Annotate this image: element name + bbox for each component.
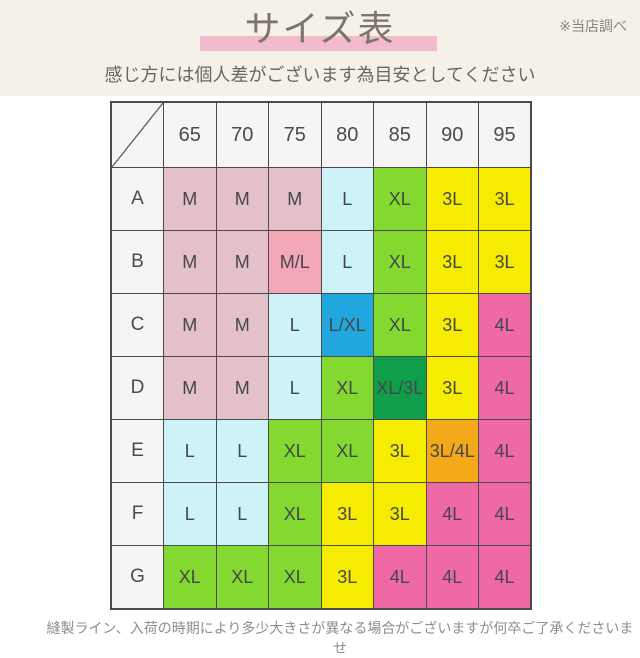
size-cell-F-85: 3L <box>373 482 427 546</box>
size-cell-G-70: XL <box>215 545 269 610</box>
size-cell-G-80: 3L <box>320 545 374 610</box>
footer-disclaimer: 縫製ライン、入荷の時期により多少大きさが異なる場合がございますが何卒ご了承くださ… <box>46 620 634 656</box>
table-row-F: F L L XL 3L 3L 4L 4L <box>110 482 532 546</box>
table-row-D: D M M L XL XL/3L 3L 4L <box>110 356 532 420</box>
table-row-C: C M M L L/XL XL 3L 4L <box>110 293 532 357</box>
size-cell-D-85: XL/3L <box>373 356 427 420</box>
size-cell-B-85: XL <box>373 230 427 294</box>
size-cell-E-85: 3L <box>373 419 427 483</box>
row-label-E: E <box>110 419 164 483</box>
size-cell-G-75: XL <box>268 545 322 610</box>
column-header-75: 75 <box>268 101 322 168</box>
size-cell-G-65: XL <box>163 545 217 610</box>
column-header-70: 70 <box>215 101 269 168</box>
size-cell-E-65: L <box>163 419 217 483</box>
size-cell-F-90: 4L <box>425 482 479 546</box>
size-cell-C-75: L <box>268 293 322 357</box>
size-cell-A-75: M <box>268 167 322 231</box>
size-cell-G-95: 4L <box>478 545 532 610</box>
table-row-A: A M M M L XL 3L 3L <box>110 167 532 231</box>
size-cell-G-90: 4L <box>425 545 479 610</box>
size-cell-D-90: 3L <box>425 356 479 420</box>
size-cell-A-85: XL <box>373 167 427 231</box>
column-header-65: 65 <box>163 101 217 168</box>
size-cell-B-95: 3L <box>478 230 532 294</box>
size-cell-C-85: XL <box>373 293 427 357</box>
size-cell-B-75: M/L <box>268 230 322 294</box>
page-title: サイズ表 <box>244 8 396 49</box>
size-cell-E-90: 3L/4L <box>425 419 479 483</box>
size-cell-A-70: M <box>215 167 269 231</box>
size-chart-head: 65 70 75 80 85 90 95 <box>110 101 532 168</box>
size-cell-G-85: 4L <box>373 545 427 610</box>
title-underline-bar <box>200 36 437 51</box>
disclaimer-subtitle: 感じ方には個人差がございます為目安としてください <box>104 65 536 85</box>
size-cell-E-75: XL <box>268 419 322 483</box>
survey-note: ※当店調べ <box>559 18 627 34</box>
row-label-B: B <box>110 230 164 294</box>
row-label-C: C <box>110 293 164 357</box>
size-cell-B-65: M <box>163 230 217 294</box>
size-cell-E-70: L <box>215 419 269 483</box>
row-label-A: A <box>110 167 164 231</box>
size-cell-F-95: 4L <box>478 482 532 546</box>
size-cell-E-95: 4L <box>478 419 532 483</box>
size-cell-D-65: M <box>163 356 217 420</box>
size-cell-C-80: L/XL <box>320 293 374 357</box>
size-cell-D-70: M <box>215 356 269 420</box>
column-header-80: 80 <box>320 101 374 168</box>
size-cell-C-65: M <box>163 293 217 357</box>
size-cell-F-65: L <box>163 482 217 546</box>
title-wrap: サイズ表 <box>0 10 640 48</box>
size-cell-D-80: XL <box>320 356 374 420</box>
size-cell-F-75: XL <box>268 482 322 546</box>
size-cell-B-70: M <box>215 230 269 294</box>
table-row-G: G XL XL XL 3L 4L 4L 4L <box>110 545 532 610</box>
size-cell-A-65: M <box>163 167 217 231</box>
size-cell-B-90: 3L <box>425 230 479 294</box>
table-row-B: B M M M/L L XL 3L 3L <box>110 230 532 294</box>
size-cell-F-70: L <box>215 482 269 546</box>
diagonal-line <box>112 103 163 167</box>
column-header-90: 90 <box>425 101 479 168</box>
table-row-E: E L L XL XL 3L 3L/4L 4L <box>110 419 532 483</box>
size-cell-E-80: XL <box>320 419 374 483</box>
header-row: 65 70 75 80 85 90 95 <box>110 101 532 168</box>
header-band: サイズ表 ※当店調べ 感じ方には個人差がございます為目安としてください <box>0 0 640 96</box>
size-cell-D-75: L <box>268 356 322 420</box>
corner-cell <box>110 101 164 168</box>
size-cell-C-95: 4L <box>478 293 532 357</box>
size-cell-D-95: 4L <box>478 356 532 420</box>
row-label-F: F <box>110 482 164 546</box>
column-header-95: 95 <box>478 101 532 168</box>
row-label-D: D <box>110 356 164 420</box>
size-cell-A-90: 3L <box>425 167 479 231</box>
size-chart-table: 65 70 75 80 85 90 95 A M M M L XL 3L 3L B M M M/L L XL 3L 3L C… <box>110 101 532 610</box>
size-cell-A-95: 3L <box>478 167 532 231</box>
size-cell-F-80: 3L <box>320 482 374 546</box>
row-label-G: G <box>110 545 164 610</box>
size-cell-C-90: 3L <box>425 293 479 357</box>
size-cell-B-80: L <box>320 230 374 294</box>
size-cell-A-80: L <box>320 167 374 231</box>
column-header-85: 85 <box>373 101 427 168</box>
size-chart-body: A M M M L XL 3L 3L B M M M/L L XL 3L 3L C M M L L/XL XL 3L 4L D M… <box>110 167 532 610</box>
size-cell-C-70: M <box>215 293 269 357</box>
